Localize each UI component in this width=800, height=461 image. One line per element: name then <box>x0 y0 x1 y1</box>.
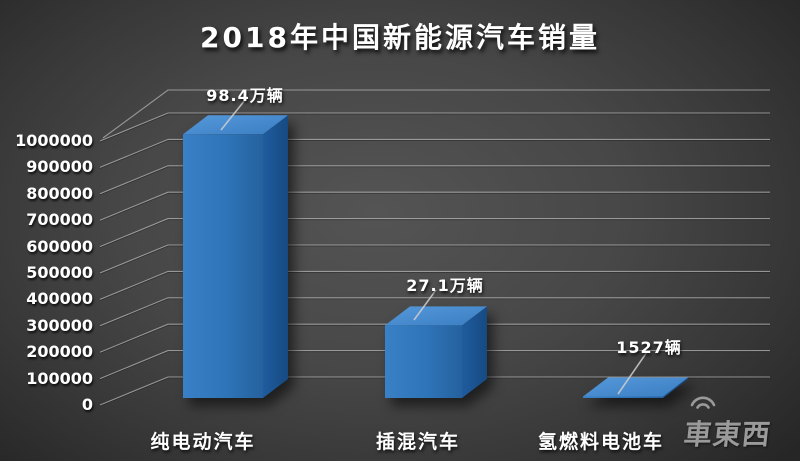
bar-side-face <box>462 306 487 398</box>
gridline <box>99 270 770 300</box>
gridline-shadow <box>99 192 770 222</box>
category-label: 氢燃料电池车 <box>537 431 665 453</box>
y-tick-label: 0 <box>81 395 93 414</box>
gridline-shadow <box>99 298 770 328</box>
gridline-shadow <box>99 166 770 196</box>
bar-top-face <box>583 377 688 397</box>
y-tick-label: 1000000 <box>15 131 93 150</box>
gridline-shadow <box>99 219 770 249</box>
category-label: 插混汽车 <box>375 431 461 453</box>
y-tick-label: 100000 <box>26 368 93 388</box>
category-label: 纯电动汽车 <box>150 431 256 453</box>
gridline-shadow <box>99 139 770 169</box>
y-tick-label: 600000 <box>26 236 93 256</box>
bar-front-face <box>385 325 462 398</box>
y-tick-label: 700000 <box>26 210 93 230</box>
bar-top-face <box>183 115 288 135</box>
bar-3d <box>183 115 288 399</box>
data-label: 27.1万辆 <box>406 276 484 295</box>
gridline <box>99 165 770 195</box>
bar-side-face <box>263 115 288 399</box>
gridline-shadow <box>99 245 770 275</box>
bar-top-face <box>385 306 487 326</box>
y-tick-label: 900000 <box>26 157 93 177</box>
data-label: 1527辆 <box>616 338 682 357</box>
bar-3d <box>385 306 487 398</box>
data-label: 98.4万辆 <box>206 86 284 105</box>
gridline-shadow <box>99 377 770 407</box>
watermark: 車東西 <box>682 393 792 455</box>
gridline-shadow <box>99 271 770 301</box>
bar-front-face <box>583 396 663 398</box>
bar-side-face <box>663 377 688 398</box>
y-tick-label: 400000 <box>26 289 93 309</box>
gridline <box>99 218 770 248</box>
leader-line <box>220 99 246 131</box>
watermark-text: 車東西 <box>682 418 773 451</box>
gridline <box>99 350 770 380</box>
gridline <box>99 244 770 274</box>
leader-line <box>617 351 648 395</box>
gridline <box>99 323 770 353</box>
y-tick-label: 800000 <box>26 183 93 203</box>
signal-arcs-icon <box>690 396 716 409</box>
bar-front-face <box>183 134 263 398</box>
y-tick-label: 200000 <box>26 342 93 362</box>
gridline <box>99 191 770 221</box>
y-tick-label: 300000 <box>26 315 93 335</box>
gridline-shadow <box>99 113 770 143</box>
gridline-shadow <box>99 351 770 381</box>
gridline <box>99 112 770 142</box>
gridline-shadow <box>99 324 770 354</box>
gridline <box>99 297 770 327</box>
chart-title: 2018年中国新能源汽车销量 <box>200 21 600 54</box>
leader-line <box>413 289 437 321</box>
wall-top-edge <box>102 89 770 139</box>
gridline <box>99 138 770 168</box>
y-tick-label: 500000 <box>26 263 93 282</box>
gridline <box>99 376 770 406</box>
bar-3d <box>583 377 688 398</box>
